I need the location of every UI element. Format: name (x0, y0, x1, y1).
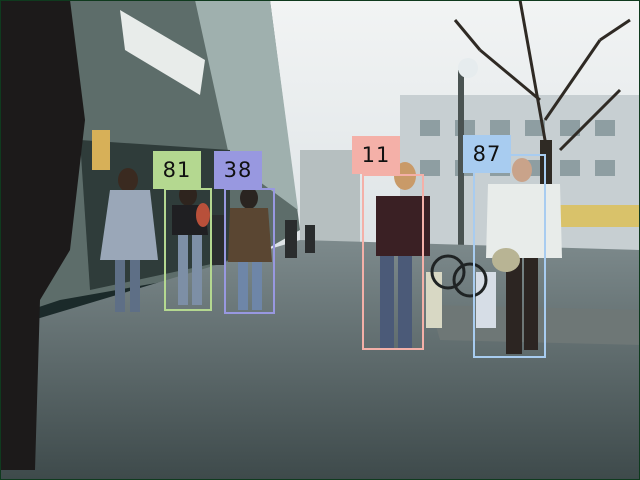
detection-label-87: 87 (463, 135, 511, 173)
shop-window-lit (92, 130, 110, 170)
lamp (458, 58, 478, 78)
detection-box-81 (164, 188, 212, 311)
lamp-post (458, 70, 464, 300)
detection-box-87 (473, 154, 546, 358)
left-building-upper (195, 0, 298, 210)
shop-awning-right (560, 205, 640, 227)
detection-label-11: 11 (352, 136, 400, 174)
detection-label-81: 81 (153, 151, 201, 189)
detection-box-38 (224, 188, 275, 314)
foreground-person (0, 0, 85, 470)
detection-label-38: 38 (214, 151, 262, 189)
detection-box-11 (362, 174, 424, 350)
shop-sign (120, 10, 205, 95)
